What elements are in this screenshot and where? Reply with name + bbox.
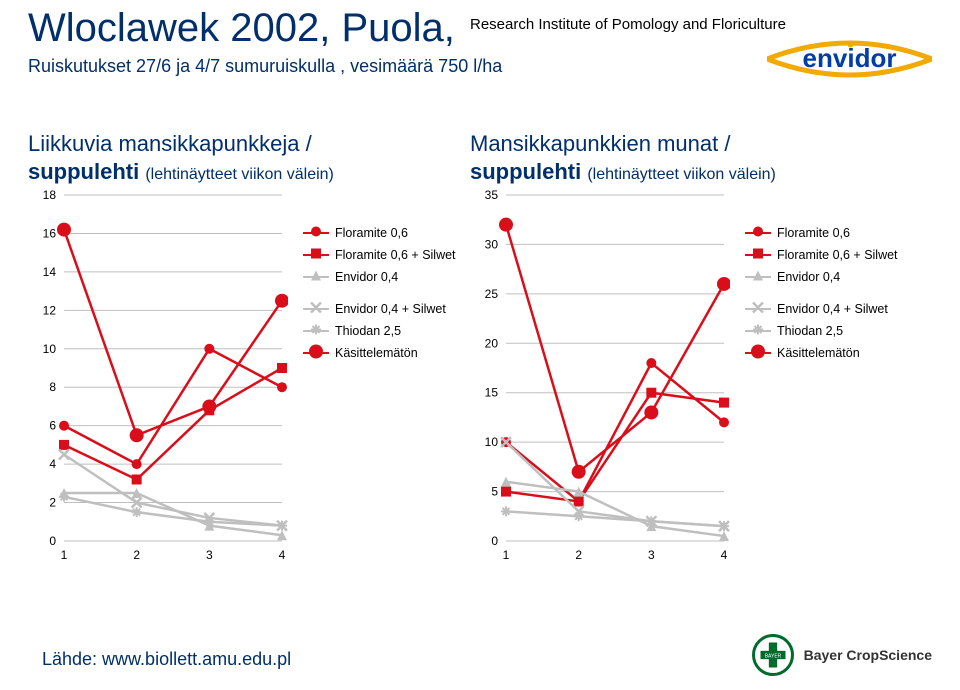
svg-text:BAYER: BAYER (764, 654, 781, 660)
page-root: Wloclawek 2002, Puola, Ruiskutukset 27/6… (0, 0, 960, 690)
chart-right-title-bold: suppulehti (470, 159, 587, 184)
svg-text:15: 15 (485, 386, 499, 400)
chart-left-title-line1: Liikkuvia mansikkapunkkeja / (28, 131, 312, 156)
chart-left: Liikkuvia mansikkapunkkeja / suppulehti … (28, 130, 458, 565)
legend-item-thiodan25: Thiodan 2,5 (303, 324, 456, 338)
legend-label: Floramite 0,6 (777, 226, 850, 240)
legend-item-floramite06silwet: Floramite 0,6 + Silwet (303, 248, 456, 262)
legend-label: Floramite 0,6 + Silwet (335, 248, 456, 262)
svg-text:2: 2 (575, 548, 582, 562)
chart-left-title-bold: suppulehti (28, 159, 145, 184)
legend-item-untreated: Käsittelemätön (745, 346, 898, 360)
svg-text:25: 25 (485, 287, 499, 301)
legend-label: Envidor 0,4 (777, 270, 840, 284)
svg-text:1: 1 (61, 548, 68, 562)
institute-note: Research Institute of Pomology and Flori… (470, 16, 786, 33)
legend-label: Thiodan 2,5 (777, 324, 843, 338)
svg-text:4: 4 (721, 548, 728, 562)
chart-left-svg: 0246810121416181234 (28, 185, 288, 565)
legend-item-envidor04silwet: Envidor 0,4 + Silwet (303, 302, 456, 316)
svg-text:8: 8 (49, 380, 56, 394)
chart-right-title: Mansikkapunkkien munat / suppulehti (leh… (470, 130, 900, 185)
svg-text:4: 4 (279, 548, 286, 562)
svg-text:3: 3 (648, 548, 655, 562)
chart-right-title-light: (lehtinäytteet viikon välein) (587, 166, 776, 183)
svg-text:2: 2 (49, 496, 56, 510)
svg-text:6: 6 (49, 419, 56, 433)
svg-text:16: 16 (43, 226, 57, 240)
legend-label: Floramite 0,6 (335, 226, 408, 240)
legend-label: Envidor 0,4 (335, 270, 398, 284)
svg-text:5: 5 (491, 485, 498, 499)
svg-text:30: 30 (485, 237, 499, 251)
legend-item-floramite06: Floramite 0,6 (303, 226, 456, 240)
svg-text:10: 10 (43, 342, 57, 356)
svg-text:2: 2 (133, 548, 140, 562)
bayer-cross-icon: BAYER (752, 634, 794, 676)
svg-text:14: 14 (43, 265, 57, 279)
chart-left-title-light: (lehtinäytteet viikon välein) (145, 166, 334, 183)
svg-text:envidor: envidor (803, 43, 897, 73)
legend-label: Floramite 0,6 + Silwet (777, 248, 898, 262)
svg-text:18: 18 (43, 188, 57, 202)
svg-text:3: 3 (206, 548, 213, 562)
svg-text:0: 0 (491, 534, 498, 548)
envidor-logo: envidor (767, 36, 932, 82)
legend-label: Käsittelemätön (777, 346, 860, 360)
legend-label: Envidor 0,4 + Silwet (777, 302, 888, 316)
svg-text:20: 20 (485, 336, 499, 350)
svg-text:0: 0 (49, 534, 56, 548)
chart-right: Mansikkapunkkien munat / suppulehti (leh… (470, 130, 900, 565)
svg-text:1: 1 (503, 548, 510, 562)
legend-item-untreated: Käsittelemätön (303, 346, 456, 360)
legend-label: Envidor 0,4 + Silwet (335, 302, 446, 316)
legend-left: Floramite 0,6 Floramite 0,6 + Silwet Envid… (303, 226, 456, 368)
legend-label: Käsittelemätön (335, 346, 418, 360)
chart-right-title-line1: Mansikkapunkkien munat / (470, 131, 730, 156)
bayer-brand-text: Bayer CropScience (804, 647, 932, 663)
chart-right-svg: 0 5 10 15 20 25 30 35 1 2 3 4 (470, 185, 730, 565)
legend-item-envidor04: Envidor 0,4 (303, 270, 456, 284)
source-footer: Lähde: www.biollett.amu.edu.pl (42, 649, 291, 670)
svg-text:10: 10 (485, 435, 499, 449)
legend-right: Floramite 0,6 Floramite 0,6 + Silwet Envid… (745, 226, 898, 368)
page-subtitle: Ruiskutukset 27/6 ja 4/7 sumuruiskulla ,… (28, 56, 502, 77)
legend-item-thiodan25: Thiodan 2,5 (745, 324, 898, 338)
legend-item-floramite06: Floramite 0,6 (745, 226, 898, 240)
legend-item-floramite06silwet: Floramite 0,6 + Silwet (745, 248, 898, 262)
svg-text:35: 35 (485, 188, 499, 202)
chart-left-title: Liikkuvia mansikkapunkkeja / suppulehti … (28, 130, 458, 185)
svg-text:4: 4 (49, 457, 56, 471)
legend-label: Thiodan 2,5 (335, 324, 401, 338)
legend-item-envidor04: Envidor 0,4 (745, 270, 898, 284)
bayer-logo: BAYER Bayer CropScience (752, 634, 932, 676)
page-title: Wloclawek 2002, Puola, (28, 6, 455, 51)
svg-text:12: 12 (43, 303, 57, 317)
legend-item-envidor04silwet: Envidor 0,4 + Silwet (745, 302, 898, 316)
